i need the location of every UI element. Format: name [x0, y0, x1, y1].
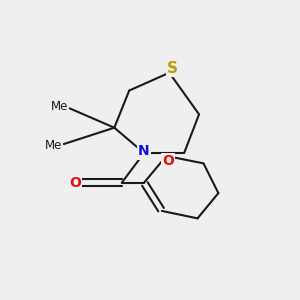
Text: S: S — [167, 61, 178, 76]
Text: O: O — [69, 176, 81, 190]
Text: Me: Me — [45, 139, 62, 152]
Text: O: O — [162, 154, 174, 168]
Text: Me: Me — [51, 100, 68, 113]
Text: N: N — [138, 145, 150, 158]
